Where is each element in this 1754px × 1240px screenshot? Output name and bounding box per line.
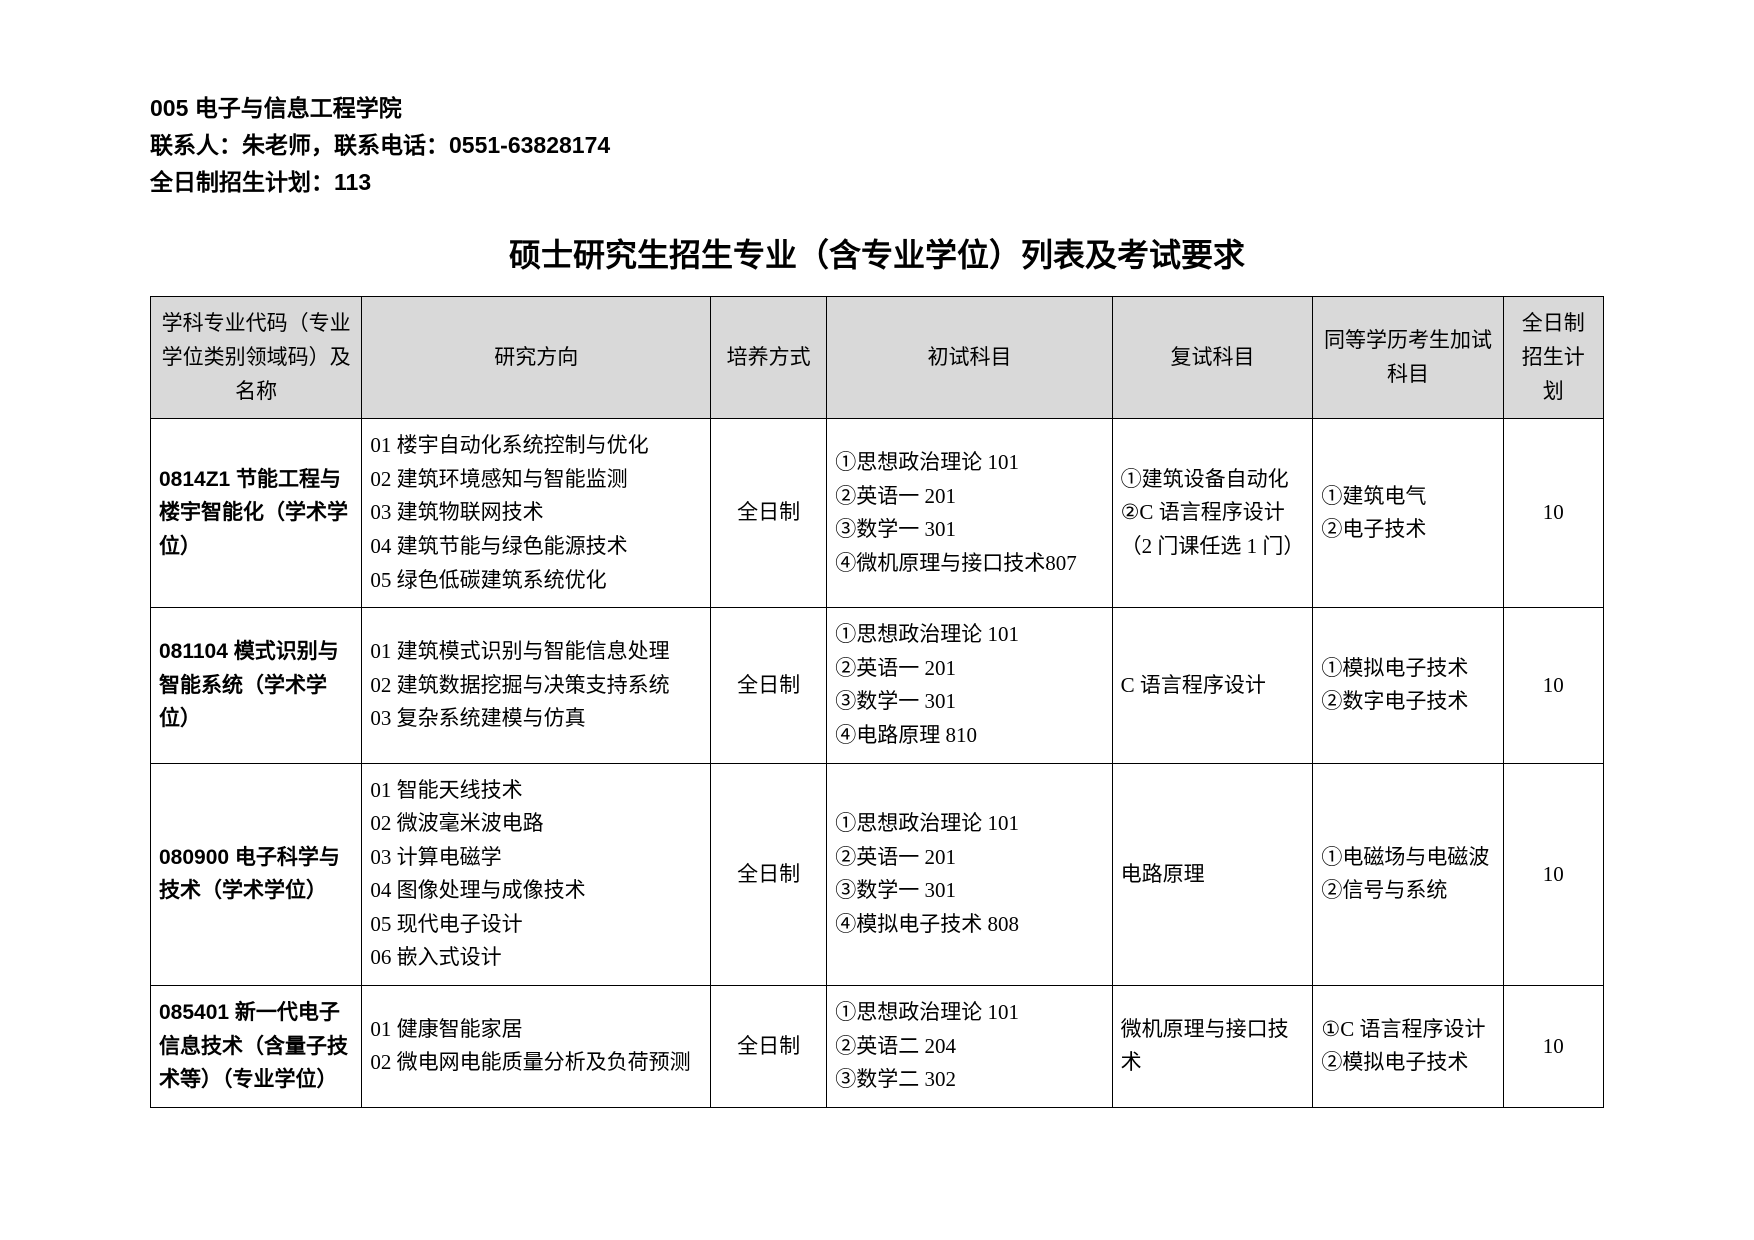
table-row: 080900 电子科学与技术（学术学位）01 智能天线技术02 微波毫米波电路0…: [151, 763, 1604, 986]
cell-mode: 全日制: [711, 763, 827, 986]
header-block: 005 电子与信息工程学院 联系人：朱老师，联系电话：0551-63828174…: [150, 90, 1604, 200]
table-row: 081104 模式识别与智能系统（学术学位）01 建筑模式识别与智能信息处理02…: [151, 608, 1604, 763]
col-direction: 研究方向: [362, 297, 711, 419]
cell-retest: ①建筑设备自动化②C 语言程序设计（2 门课任选 1 门）: [1112, 419, 1313, 608]
page-title: 硕士研究生招生专业（含专业学位）列表及考试要求: [150, 230, 1604, 276]
cell-equiv: ①建筑电气②电子技术: [1313, 419, 1503, 608]
cell-mode: 全日制: [711, 608, 827, 763]
cell-directions: 01 智能天线技术02 微波毫米波电路03 计算电磁学04 图像处理与成像技术0…: [362, 763, 711, 986]
cell-retest: C 语言程序设计: [1112, 608, 1313, 763]
cell-code: 080900 电子科学与技术（学术学位）: [151, 763, 362, 986]
table-header-row: 学科专业代码（专业学位类别领域码）及名称 研究方向 培养方式 初试科目 复试科目…: [151, 297, 1604, 419]
cell-mode: 全日制: [711, 419, 827, 608]
table-body: 0814Z1 节能工程与楼宇智能化（学术学位）01 楼宇自动化系统控制与优化02…: [151, 419, 1604, 1108]
cell-equiv: ①模拟电子技术②数字电子技术: [1313, 608, 1503, 763]
col-retest: 复试科目: [1112, 297, 1313, 419]
cell-directions: 01 楼宇自动化系统控制与优化02 建筑环境感知与智能监测03 建筑物联网技术0…: [362, 419, 711, 608]
table-row: 085401 新一代电子信息技术（含量子技术等）（专业学位）01 健康智能家居0…: [151, 986, 1604, 1108]
cell-prelim: ①思想政治理论 101②英语一 201③数学一 301④模拟电子技术 808: [827, 763, 1112, 986]
cell-prelim: ①思想政治理论 101②英语二 204③数学二 302: [827, 986, 1112, 1108]
cell-equiv: ①C 语言程序设计②模拟电子技术: [1313, 986, 1503, 1108]
cell-plan: 10: [1503, 419, 1603, 608]
col-equiv: 同等学历考生加试科目: [1313, 297, 1503, 419]
col-plan: 全日制招生计划: [1503, 297, 1603, 419]
cell-prelim: ①思想政治理论 101②英语一 201③数学一 301④电路原理 810: [827, 608, 1112, 763]
col-mode: 培养方式: [711, 297, 827, 419]
table-row: 0814Z1 节能工程与楼宇智能化（学术学位）01 楼宇自动化系统控制与优化02…: [151, 419, 1604, 608]
contact-line: 联系人：朱老师，联系电话：0551-63828174: [150, 127, 1604, 164]
col-prelim: 初试科目: [827, 297, 1112, 419]
programs-table: 学科专业代码（专业学位类别领域码）及名称 研究方向 培养方式 初试科目 复试科目…: [150, 296, 1604, 1107]
cell-prelim: ①思想政治理论 101②英语一 201③数学一 301④微机原理与接口技术807: [827, 419, 1112, 608]
cell-plan: 10: [1503, 763, 1603, 986]
cell-equiv: ①电磁场与电磁波②信号与系统: [1313, 763, 1503, 986]
cell-code: 081104 模式识别与智能系统（学术学位）: [151, 608, 362, 763]
cell-code: 085401 新一代电子信息技术（含量子技术等）（专业学位）: [151, 986, 362, 1108]
plan-line: 全日制招生计划：113: [150, 164, 1604, 201]
cell-mode: 全日制: [711, 986, 827, 1108]
cell-retest: 电路原理: [1112, 763, 1313, 986]
page: 005 电子与信息工程学院 联系人：朱老师，联系电话：0551-63828174…: [0, 0, 1754, 1168]
cell-plan: 10: [1503, 986, 1603, 1108]
cell-code: 0814Z1 节能工程与楼宇智能化（学术学位）: [151, 419, 362, 608]
col-code: 学科专业代码（专业学位类别领域码）及名称: [151, 297, 362, 419]
cell-directions: 01 建筑模式识别与智能信息处理02 建筑数据挖掘与决策支持系统03 复杂系统建…: [362, 608, 711, 763]
cell-directions: 01 健康智能家居02 微电网电能质量分析及负荷预测: [362, 986, 711, 1108]
cell-retest: 微机原理与接口技术: [1112, 986, 1313, 1108]
dept-line: 005 电子与信息工程学院: [150, 90, 1604, 127]
cell-plan: 10: [1503, 608, 1603, 763]
